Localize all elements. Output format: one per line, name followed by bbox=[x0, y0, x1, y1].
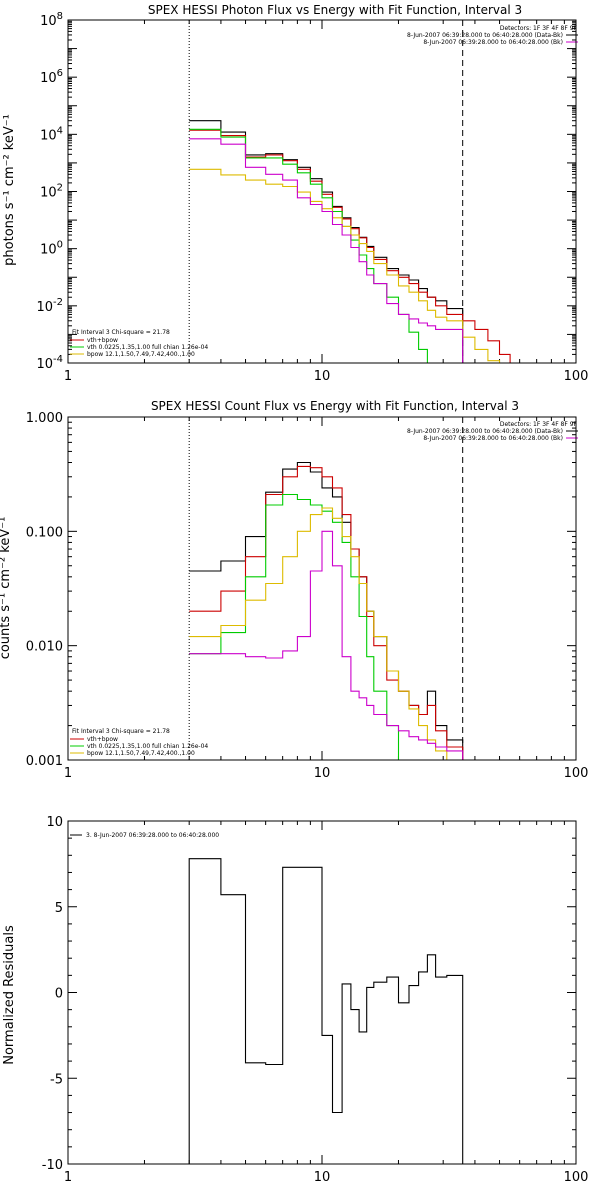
series-bpow-line bbox=[189, 168, 511, 364]
count-y-axis-label: counts s⁻¹ cm⁻² keV⁻¹ bbox=[0, 517, 13, 660]
y-tick-label: 10-2 bbox=[36, 297, 63, 315]
photon-plot-frame bbox=[67, 19, 577, 364]
series-data-line bbox=[189, 120, 464, 363]
count-detectors-text: Detectors: 1F 3F 4F 8F 9F bbox=[500, 421, 578, 428]
series-bk-line bbox=[189, 138, 464, 363]
count-legend-bottom: Fit Interval 3 Chi-square = 21.78 vth+bp… bbox=[70, 728, 208, 757]
residuals-panel: Normalized Residuals 1 10 100 -10 -5 0 5 10 3. … bbox=[2, 815, 588, 1185]
y-tick-label: 0.001 bbox=[26, 754, 63, 769]
x-tick-label: 10 bbox=[314, 1170, 331, 1185]
resid-legend: 3. 8-Jun-2007 06:39:28.000 to 06:40:28.0… bbox=[70, 832, 219, 839]
y-tick-label: 100 bbox=[40, 240, 63, 258]
resid-y-axis-label: Normalized Residuals bbox=[2, 925, 17, 1065]
series-bk-line bbox=[189, 530, 464, 760]
x-tick-label: 100 bbox=[564, 1170, 589, 1185]
x-tick-label: 100 bbox=[564, 369, 589, 384]
x-tick-label: 1 bbox=[64, 766, 72, 781]
y-tick-label: 0.100 bbox=[26, 525, 63, 540]
photon-detectors-text: Detectors: 1F 3F 4F 8F 9F bbox=[500, 25, 578, 32]
count-legend-data-text: 8-Jun-2007 06:39:28.000 to 06:40:28.000 … bbox=[407, 428, 563, 435]
photon-legend-bk-text: 8-Jun-2007 06:39:28.000 to 06:40:28.000 … bbox=[423, 39, 563, 46]
count-legend-bk-text: 8-Jun-2007 06:39:28.000 to 06:40:28.000 … bbox=[423, 435, 563, 442]
count-flux-panel: SPEX HESSI Count Flux vs Energy with Fit… bbox=[0, 399, 588, 781]
x-tick-label: 1 bbox=[64, 369, 72, 384]
photon-legend-data-text: 8-Jun-2007 06:39:28.000 to 06:40:28.000 … bbox=[407, 32, 563, 39]
x-tick-label: 10 bbox=[314, 369, 331, 384]
y-tick-label: 10-4 bbox=[36, 354, 63, 372]
series-vth-line bbox=[189, 493, 419, 761]
y-tick-label: 104 bbox=[40, 125, 63, 143]
count-legend-vth-text: vth 0.0225,1.35,1.00 full chian 1.26e-04 bbox=[87, 743, 208, 750]
y-tick-label: -10 bbox=[42, 1158, 63, 1173]
resid-legend-text: 3. 8-Jun-2007 06:39:28.000 to 06:40:28.0… bbox=[86, 832, 219, 839]
y-tick-label: 10 bbox=[46, 815, 63, 830]
y-tick-label: 102 bbox=[40, 183, 63, 201]
series-data-line bbox=[188, 858, 464, 1164]
y-tick-label: 0 bbox=[55, 987, 63, 1002]
photon-fit-info-text: Fit Interval 3 Chi-square = 21.78 bbox=[72, 329, 170, 336]
y-tick-label: 108 bbox=[40, 11, 63, 29]
resid-plot-frame bbox=[67, 820, 577, 1165]
y-tick-label: 106 bbox=[40, 68, 63, 86]
count-legend-bpow-text: bpow 12.1,1.50,7.49,7.42,400.,1.00 bbox=[87, 750, 195, 757]
x-tick-label: 100 bbox=[564, 766, 589, 781]
x-tick-label: 1 bbox=[64, 1170, 72, 1185]
photon-chart-title: SPEX HESSI Photon Flux vs Energy with Fi… bbox=[148, 3, 522, 17]
count-legend-total-text: vth+bpow bbox=[87, 736, 118, 743]
y-tick-label: -5 bbox=[50, 1072, 63, 1087]
y-tick-label: 0.010 bbox=[26, 640, 63, 655]
count-chart-title: SPEX HESSI Count Flux vs Energy with Fit… bbox=[151, 399, 519, 413]
y-tick-label: 5 bbox=[55, 901, 63, 916]
count-fit-info-text: Fit Interval 3 Chi-square = 21.78 bbox=[72, 728, 170, 735]
photon-y-axis-label: photons s⁻¹ cm⁻² keV⁻¹ bbox=[2, 114, 17, 266]
series-bpow-line bbox=[189, 507, 463, 761]
photon-legend-total-text: vth+bpow bbox=[87, 337, 118, 344]
photon-flux-panel: SPEX HESSI Photon Flux vs Energy with Fi… bbox=[2, 3, 588, 384]
photon-legend-vth-text: vth 0.0225,1.35,1.00 full chian 1.26e-04 bbox=[87, 344, 208, 351]
series-total-line bbox=[189, 129, 511, 363]
y-tick-label: 1.000 bbox=[26, 411, 63, 426]
photon-legend-bpow-text: bpow 12.1,1.50,7.49,7.42,400.,1.00 bbox=[87, 351, 195, 358]
count-plot-frame bbox=[67, 416, 577, 761]
photon-legend-bottom: Fit Interval 3 Chi-square = 21.78 vth+bp… bbox=[70, 329, 208, 358]
x-tick-label: 10 bbox=[314, 766, 331, 781]
